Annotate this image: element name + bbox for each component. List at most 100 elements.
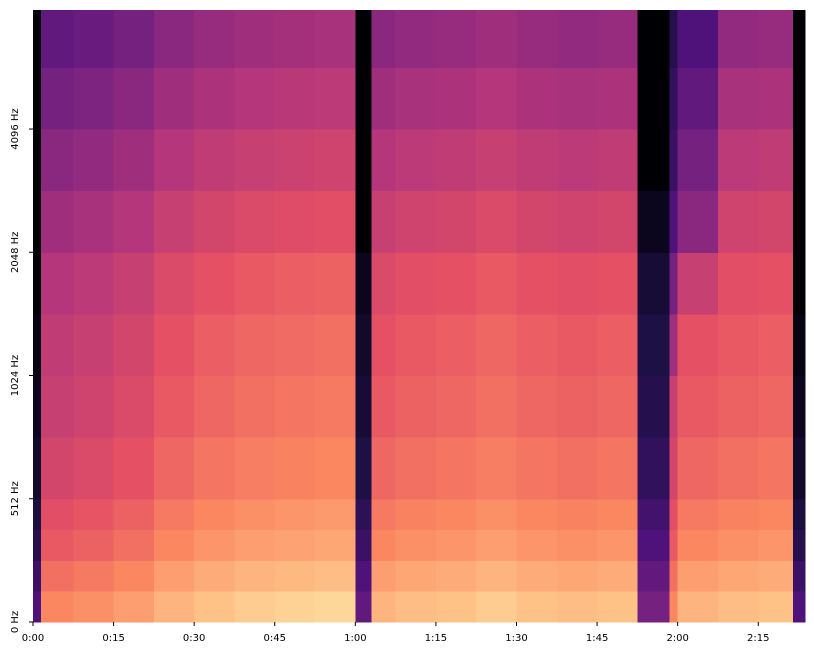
spectrogram-cell: [637, 560, 671, 592]
spectrogram-cell: [234, 252, 276, 315]
spectrogram-cell: [556, 313, 598, 377]
spectrogram-cell: [315, 375, 356, 438]
spectrogram-cell: [33, 129, 42, 192]
spectrogram-cell: [669, 375, 679, 438]
spectrogram-cell: [717, 10, 759, 68]
spectrogram-cell: [33, 252, 42, 315]
spectrogram-cell: [113, 190, 155, 253]
spectrogram-cell: [234, 375, 276, 438]
spectrogram-cell: [597, 313, 638, 377]
spectrogram-cell: [476, 498, 518, 531]
spectrogram-cell: [556, 67, 598, 130]
spectrogram-cell: [315, 313, 356, 377]
spectrogram-cell: [435, 190, 477, 253]
spectrogram-cell: [717, 375, 759, 438]
spectrogram-cell: [516, 375, 558, 438]
spectrogram-cell: [669, 529, 679, 561]
spectrogram-cell: [73, 529, 115, 561]
spectrogram-cell: [476, 67, 518, 130]
spectrogram-cell: [153, 10, 195, 68]
spectrogram-cell: [395, 375, 437, 438]
spectrogram-cell: [395, 190, 437, 253]
spectrogram-cell: [274, 67, 316, 130]
spectrogram-cell: [717, 591, 759, 623]
spectrogram-cell: [274, 190, 316, 253]
spectrogram-cell: [355, 252, 372, 315]
spectrogram-cell: [556, 591, 598, 623]
x-tick-label: 1:00: [344, 633, 366, 644]
spectrogram-cell: [516, 313, 558, 377]
spectrogram-cell: [33, 529, 42, 561]
spectrogram-cell: [194, 313, 235, 377]
spectrogram-cell: [153, 529, 195, 561]
spectrogram-cell: [556, 129, 598, 192]
spectrogram-cell: [516, 591, 558, 623]
spectrogram-cell: [274, 313, 316, 377]
spectrogram-cell: [476, 375, 518, 438]
spectrogram-cell: [355, 591, 372, 623]
spectrogram-cell: [274, 560, 316, 592]
spectrogram-cell: [556, 560, 598, 592]
spectrogram-cell: [793, 375, 806, 438]
spectrogram-cell: [371, 313, 397, 377]
spectrogram-cell: [758, 129, 794, 192]
spectrogram-cell: [516, 560, 558, 592]
spectrogram-cell: [73, 190, 115, 253]
spectrogram-cell: [476, 252, 518, 315]
spectrogram-cell: [315, 591, 356, 623]
spectrogram-cell: [793, 190, 806, 253]
spectrogram-cell: [113, 129, 155, 192]
spectrogram-cell: [315, 437, 356, 500]
spectrogram-cell: [435, 591, 477, 623]
spectrogram-cell: [73, 498, 115, 531]
spectrogram-cell: [637, 190, 671, 253]
spectrogram-cell: [758, 591, 794, 623]
spectrogram-cell: [395, 67, 437, 130]
spectrogram-cell: [41, 375, 74, 438]
spectrogram-cell: [33, 313, 42, 377]
spectrogram-cell: [194, 560, 235, 592]
spectrogram-cell: [793, 437, 806, 500]
y-tick-label: 4096 Hz: [10, 108, 21, 149]
spectrogram-cell: [153, 313, 195, 377]
spectrogram-cell: [113, 375, 155, 438]
spectrogram-cell: [597, 10, 638, 68]
spectrogram-cell: [476, 437, 518, 500]
spectrogram-cell: [73, 437, 115, 500]
spectrogram-cell: [637, 498, 671, 531]
y-tick-label: 0 Hz: [10, 611, 21, 633]
spectrogram-cell: [597, 129, 638, 192]
spectrogram-cell: [315, 498, 356, 531]
spectrogram-cell: [371, 375, 397, 438]
spectrogram-cell: [234, 10, 276, 68]
spectrogram-cell: [234, 190, 276, 253]
spectrogram-cell: [677, 67, 719, 130]
spectrogram-cell: [516, 190, 558, 253]
spectrogram-cell: [717, 252, 759, 315]
spectrogram-cell: [73, 375, 115, 438]
spectrogram-cell: [435, 252, 477, 315]
spectrogram-cell: [274, 129, 316, 192]
spectrogram-cell: [41, 252, 74, 315]
spectrogram-cell: [41, 498, 74, 531]
spectrogram-cell: [597, 591, 638, 623]
spectrogram-cell: [194, 529, 235, 561]
spectrogram-cell: [637, 129, 671, 192]
spectrogram-cell: [669, 67, 679, 130]
spectrogram-cell: [33, 67, 42, 130]
spectrogram-cell: [33, 190, 42, 253]
spectrogram-cell: [194, 498, 235, 531]
spectrogram-cell: [758, 190, 794, 253]
spectrogram-cell: [476, 190, 518, 253]
spectrogram-cell: [113, 437, 155, 500]
spectrogram-cell: [669, 591, 679, 623]
spectrogram-cell: [41, 591, 74, 623]
spectrogram-cell: [113, 10, 155, 68]
spectrogram-cell: [637, 591, 671, 623]
spectrogram-cell: [355, 529, 372, 561]
spectrogram-cell: [597, 67, 638, 130]
y-tick-label: 1024 Hz: [10, 355, 21, 396]
spectrogram-cell: [41, 10, 74, 68]
spectrogram-cell: [194, 591, 235, 623]
